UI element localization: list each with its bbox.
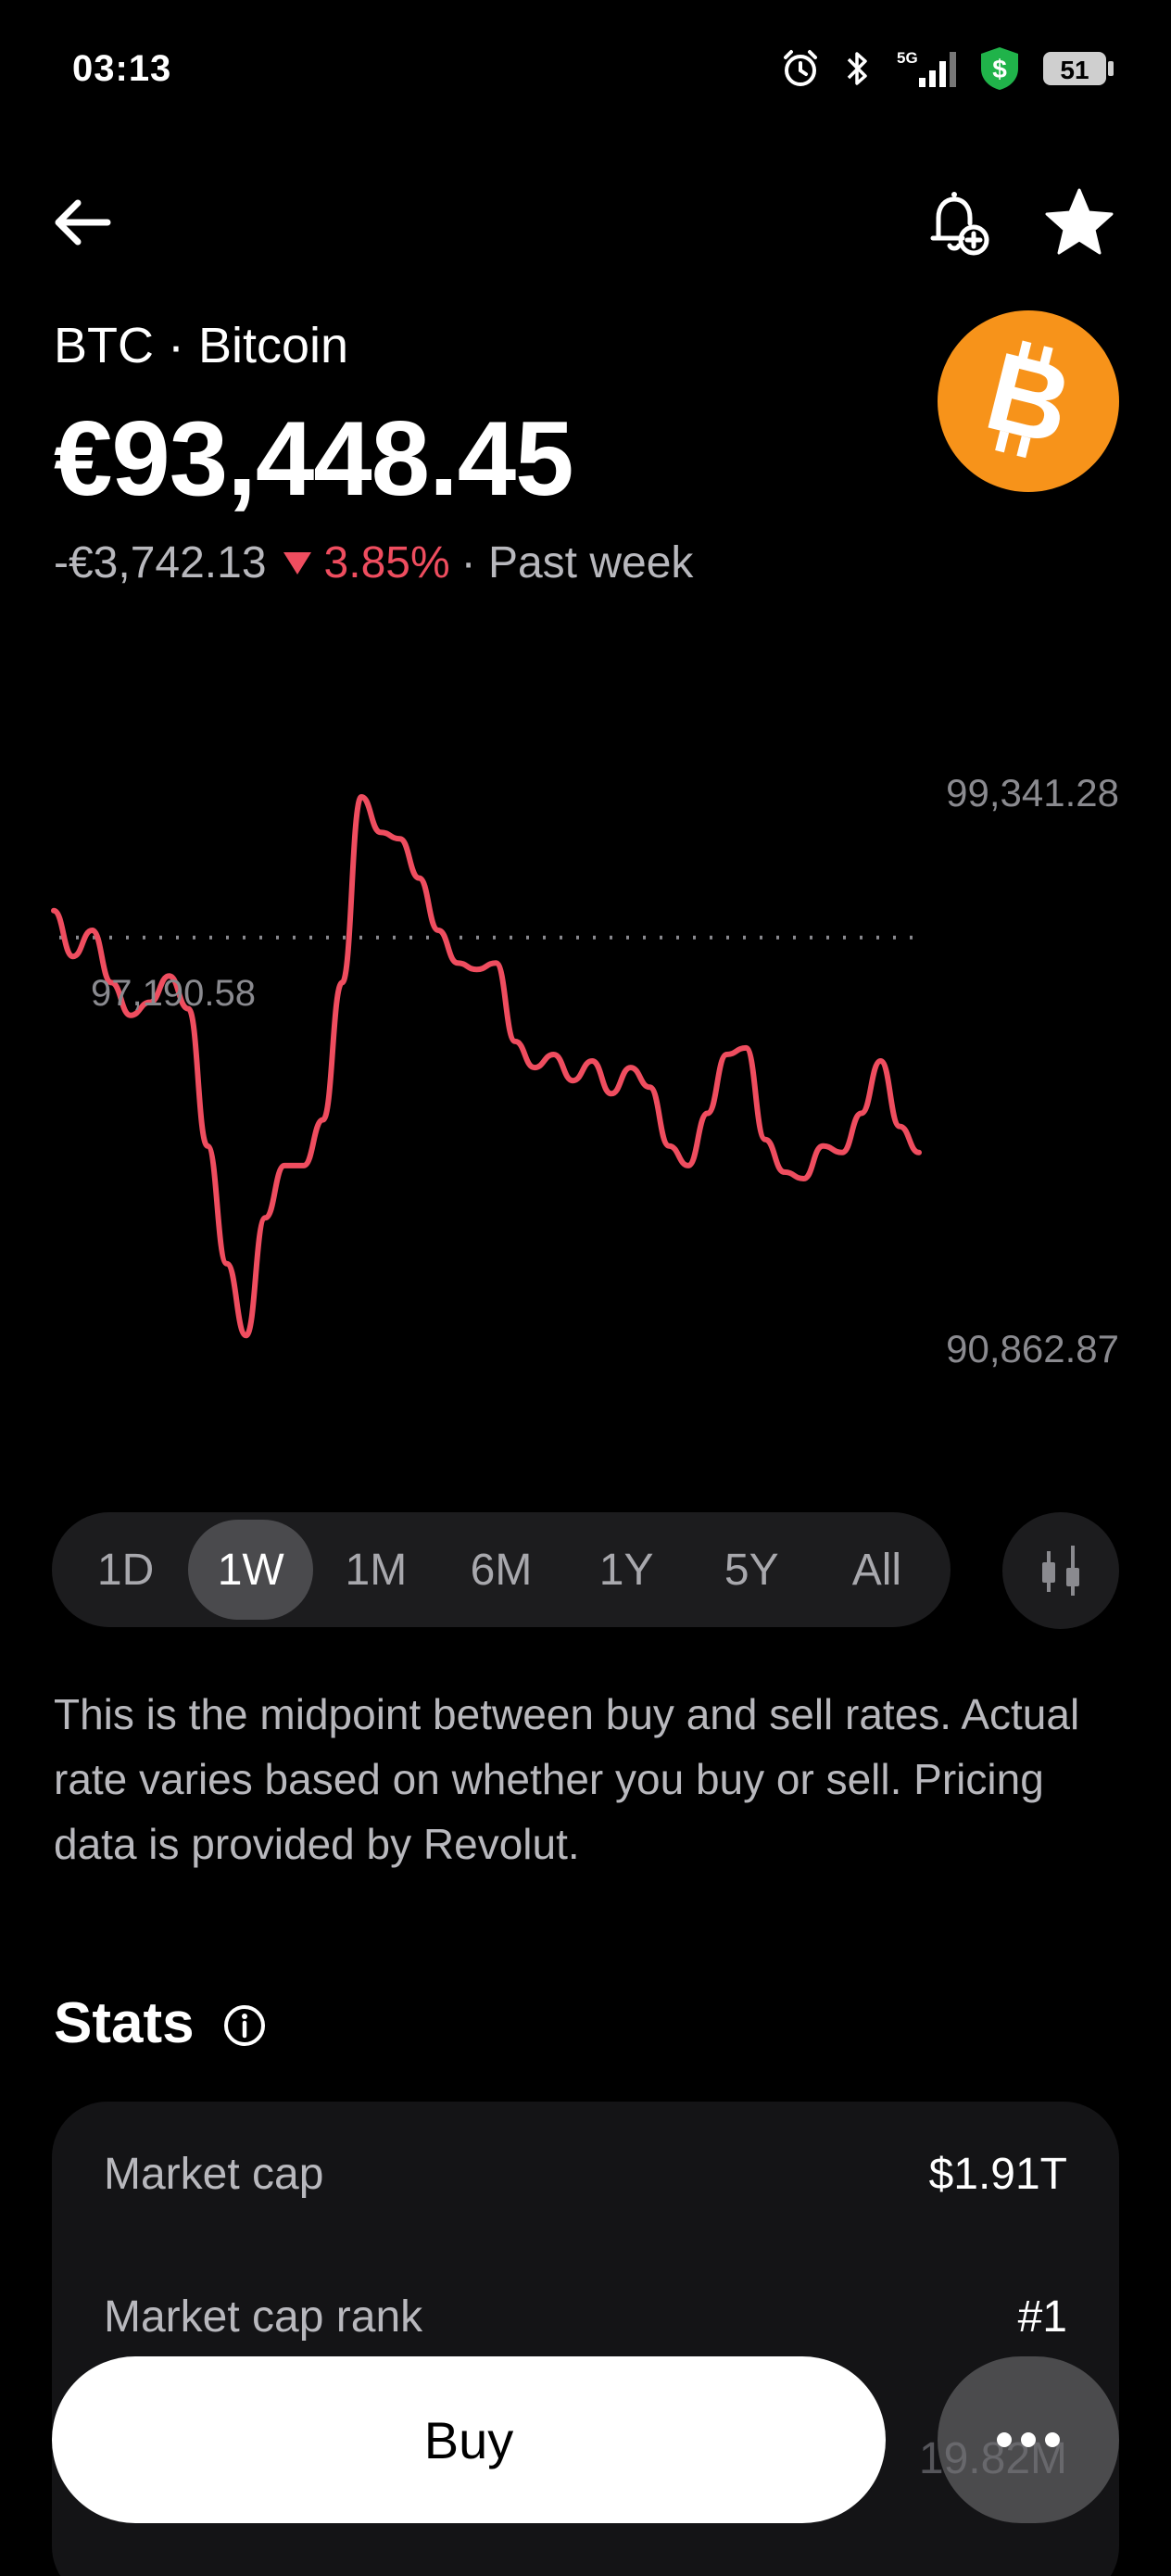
stat-label: Market cap (104, 2149, 324, 2199)
change-percent: 3.85% (323, 538, 450, 587)
chart-type-button[interactable] (1002, 1512, 1119, 1629)
battery-icon: 51 (1043, 52, 1114, 85)
cellular-5g-icon: 5G (897, 49, 956, 87)
info-button[interactable] (220, 2001, 269, 2050)
alarm-icon (784, 50, 817, 86)
stat-value: #1 (1017, 2292, 1067, 2342)
range-tab-1d[interactable]: 1D (96, 1545, 155, 1595)
more-actions-button[interactable] (938, 2356, 1119, 2523)
info-icon (224, 2005, 265, 2046)
range-tab-5y[interactable]: 5Y (724, 1545, 779, 1595)
stats-title: Stats (54, 1991, 195, 2055)
status-time: 03:13 (72, 48, 172, 89)
range-tab-all[interactable]: All (851, 1545, 902, 1595)
back-arrow-icon (55, 199, 111, 246)
price-line (51, 794, 922, 1339)
price-change: -€3,742.13 3.85% · Past week (54, 537, 693, 588)
current-price: €93,448.45 (54, 400, 574, 518)
price-chart[interactable] (0, 741, 1171, 1408)
chart-reference-label: 97,190.58 (91, 973, 256, 1014)
stat-value: $1.91T (928, 2149, 1067, 2199)
down-triangle-icon (283, 551, 311, 575)
candlestick-icon (1042, 1546, 1079, 1596)
bell-plus-icon (930, 192, 989, 256)
change-amount: -€3,742.13 (54, 538, 267, 587)
status-bar: 03:13 5G $ 51 (0, 0, 1171, 139)
stat-row-market-cap: Market cap $1.91T (104, 2137, 1067, 2211)
svg-text:$: $ (992, 55, 1007, 83)
more-dots-icon (997, 2432, 1060, 2447)
range-tab-1y[interactable]: 1Y (598, 1545, 654, 1595)
range-tab-6m[interactable]: 6M (470, 1545, 533, 1595)
star-icon (1045, 188, 1114, 255)
price-alert-button[interactable] (913, 181, 996, 264)
change-period: · Past week (460, 538, 694, 587)
stat-label: Market cap rank (104, 2292, 423, 2342)
buy-button[interactable]: Buy (52, 2356, 886, 2523)
chart-low-label: 90,862.87 (946, 1327, 1119, 1370)
range-tab-1w[interactable]: 1W (188, 1520, 314, 1620)
stat-row-market-cap-rank: Market cap rank #1 (104, 2279, 1067, 2354)
bitcoin-logo-icon: B (938, 310, 1119, 492)
money-shield-icon: $ (981, 47, 1018, 90)
time-range-selector: 1D 1W 1M 6M 1Y 5Y All (52, 1512, 951, 1627)
battery-level-text: 51 (1060, 56, 1089, 84)
pricing-disclaimer: This is the midpoint between buy and sel… (54, 1690, 1080, 1868)
status-icons: 5G $ 51 (778, 41, 1115, 96)
favorite-button[interactable] (1038, 181, 1121, 264)
range-tab-1m[interactable]: 1M (345, 1545, 408, 1595)
asset-name: BTC · Bitcoin (54, 318, 349, 373)
network-type-text: 5G (897, 49, 918, 67)
chart-high-label: 99,341.28 (946, 771, 1119, 814)
bluetooth-icon (847, 52, 867, 85)
back-button[interactable] (46, 185, 120, 259)
